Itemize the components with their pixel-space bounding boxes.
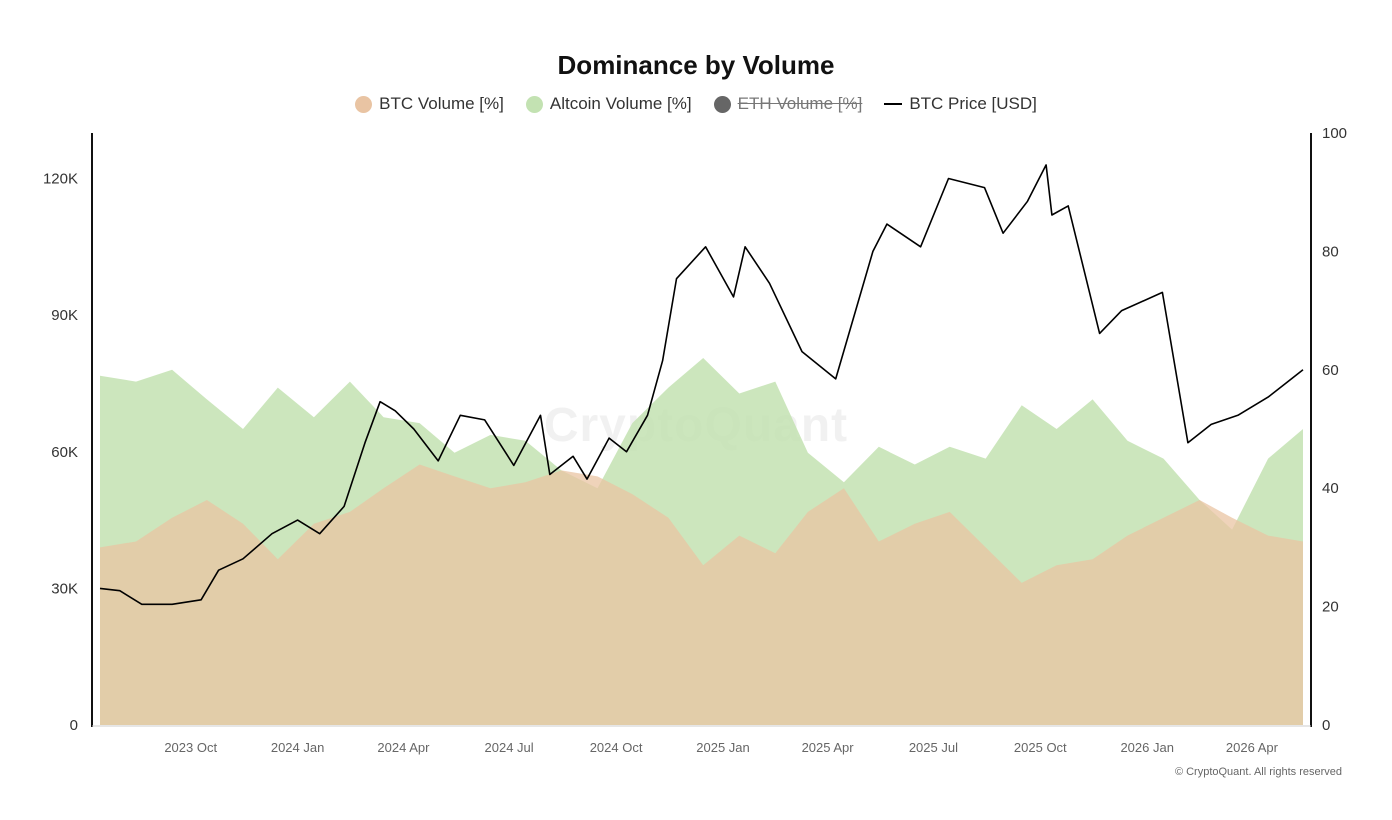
y-right-tick-label: 20: [1322, 599, 1339, 616]
y-left-tick-label: 60K: [51, 444, 78, 461]
chart-legend: BTC Volume [%] Altcoin Volume [%] ETH Vo…: [0, 94, 1392, 114]
series-line-btc-price: [99, 164, 1304, 606]
x-tick-label: 2024 Jan: [271, 740, 325, 755]
x-tick-label: 2026 Apr: [1226, 740, 1279, 755]
area-layer: [100, 358, 1303, 725]
legend-item-btc-price[interactable]: BTC Price [USD]: [884, 94, 1037, 114]
x-tick-label: 2024 Jul: [485, 740, 534, 755]
legend-dot-btc-volume: [355, 95, 373, 113]
legend-label-btc-price: BTC Price [USD]: [909, 94, 1037, 113]
y-right-tick-label: 40: [1322, 480, 1339, 497]
x-tick-label: 2023 Oct: [164, 740, 217, 755]
legend-dot-altcoin-volume: [525, 95, 543, 113]
legend-label-eth-volume: ETH Volume [%]: [737, 94, 863, 113]
x-tick-label: 2025 Jan: [696, 740, 750, 755]
line-layer: [99, 164, 1304, 606]
x-tick-label: 2024 Oct: [590, 740, 643, 755]
y-left-tick-label: 0: [70, 717, 78, 734]
legend-item-eth-volume[interactable]: ETH Volume [%]: [713, 94, 863, 114]
y-left-tick-label: 120K: [43, 171, 78, 188]
legend-dot-eth-volume: [713, 95, 731, 113]
y-right-tick-label: 0: [1322, 717, 1330, 734]
legend-item-btc-volume[interactable]: BTC Volume [%]: [355, 94, 504, 114]
x-tick-label: 2025 Oct: [1014, 740, 1067, 755]
chart-title: Dominance by Volume: [557, 50, 835, 80]
y-right-tick-label: 100: [1322, 125, 1347, 142]
x-tick-label: 2025 Jul: [909, 740, 958, 755]
y-left-tick-label: 30K: [51, 580, 78, 597]
series-area-btc-volume: [100, 464, 1303, 725]
x-tick-label: 2024 Apr: [377, 740, 430, 755]
legend-label-btc-volume: BTC Volume [%]: [379, 94, 504, 113]
legend-line-btc-price: [884, 103, 903, 105]
y-right-tick-label: 80: [1322, 243, 1339, 260]
legend-item-altcoin-volume[interactable]: Altcoin Volume [%]: [525, 94, 692, 114]
x-tick-label: 2026 Jan: [1120, 740, 1174, 755]
axes-layer: 0 30K 60K 90K 120K 0 20 40 60 80 100 2023 Oct 2024 J…: [43, 125, 1347, 755]
legend-label-altcoin-volume: Altcoin Volume [%]: [549, 94, 692, 113]
copyright-text: © CryptoQuant. All rights reserved: [1174, 766, 1342, 778]
x-tick-label: 2025 Apr: [802, 740, 855, 755]
y-left-tick-label: 90K: [51, 307, 78, 324]
y-right-tick-label: 60: [1322, 362, 1339, 379]
